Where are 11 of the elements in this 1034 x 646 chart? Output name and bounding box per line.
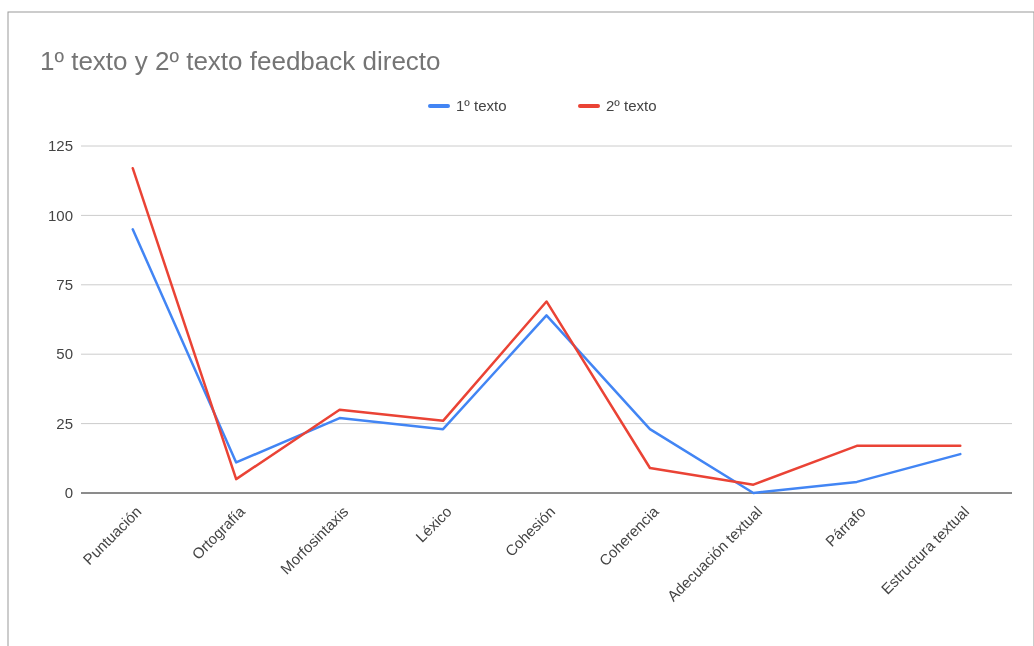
chart-title: 1º texto y 2º texto feedback directo [40,46,441,76]
y-tick-label: 50 [56,345,73,363]
y-tick-label: 75 [56,276,73,294]
y-tick-label: 0 [64,484,73,502]
line-series [131,228,962,495]
y-tick-label: 100 [47,206,73,224]
line-series [131,166,962,486]
legend-label: 1º texto [456,97,507,115]
legend-label: 2º texto [606,97,657,115]
y-tick-label: 25 [56,414,73,432]
y-tick-label: 125 [47,137,73,155]
